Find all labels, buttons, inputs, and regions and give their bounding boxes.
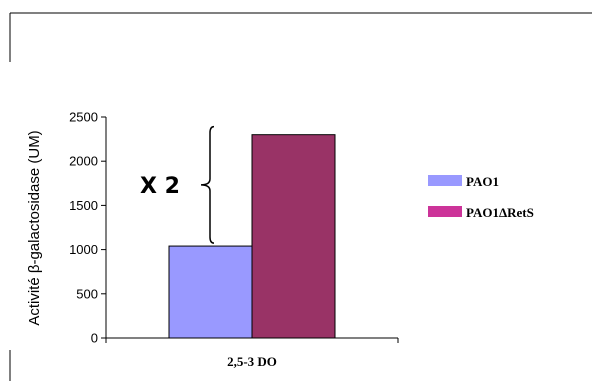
y-axis-title: Activité β-galactosidase (UM) xyxy=(26,130,43,325)
y-tick-label: 1500 xyxy=(69,198,98,213)
fold-change-brace xyxy=(200,125,215,244)
y-tick-label: 2500 xyxy=(69,110,98,125)
legend-label-pao1: PAO1 xyxy=(466,174,499,189)
y-tick-group: 0 500 1000 1500 2000 2500 xyxy=(69,110,106,346)
legend: PAO1 PAO1ΔRetS xyxy=(428,174,534,220)
bar-group xyxy=(168,134,336,339)
bar-pao1 xyxy=(168,245,253,339)
y-tick-label: 500 xyxy=(76,286,98,301)
y-tick-label: 2000 xyxy=(69,154,98,169)
category-label: 2,5-3 DO xyxy=(227,354,277,369)
legend-label-pao1-delta-rets: PAO1ΔRetS xyxy=(466,205,534,220)
y-tick-label: 1000 xyxy=(69,242,98,257)
legend-swatch-pao1 xyxy=(428,175,462,186)
y-tick-label: 0 xyxy=(91,331,98,346)
bar-pao1-delta-rets xyxy=(251,134,336,339)
fold-change-label: X 2 xyxy=(140,174,180,199)
legend-swatch-pao1-delta-rets xyxy=(428,206,462,217)
